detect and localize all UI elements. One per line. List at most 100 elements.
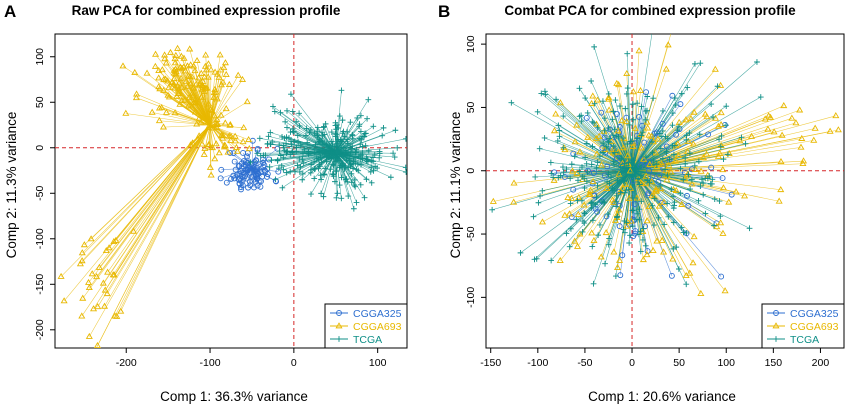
tcga-point — [697, 183, 704, 189]
panel-a-y-ticks: -200 -150 -100 -50 0 50 100 — [34, 48, 55, 340]
cgga693-point — [642, 172, 650, 179]
tcga-point — [391, 154, 398, 160]
tcga-point — [274, 157, 281, 163]
cgga693-point — [166, 48, 175, 55]
cgga693-point — [736, 137, 744, 144]
tcga-point — [534, 108, 541, 115]
cgga693-point — [110, 237, 118, 244]
cgga325-point — [668, 272, 675, 279]
tcga-point — [598, 199, 605, 205]
cgga693-point — [629, 88, 637, 95]
tcga-point — [593, 194, 600, 200]
cgga693-point — [221, 59, 229, 66]
tcga-point — [283, 169, 290, 176]
tcga-segment — [631, 110, 664, 171]
tcga-point — [403, 135, 407, 142]
tcga-point — [660, 155, 666, 162]
tcga-point — [624, 141, 631, 147]
tcga-segment — [631, 138, 638, 171]
cgga693-point — [669, 255, 677, 262]
cgga693-point — [160, 76, 168, 83]
y-tick-label: 50 — [34, 96, 46, 108]
tcga-point — [390, 150, 396, 157]
cgga325-point — [718, 273, 725, 280]
tcga-segment — [335, 138, 406, 153]
tcga-point — [718, 133, 725, 139]
tcga-point — [697, 60, 704, 67]
cgga693-point — [643, 217, 651, 224]
cgga325-point — [231, 158, 238, 165]
tcga-segment — [323, 152, 337, 197]
tcga-point — [644, 93, 651, 100]
tcga-point — [314, 124, 321, 131]
tcga-point — [584, 178, 590, 185]
cgga325-point — [246, 178, 253, 185]
tcga-point — [635, 175, 641, 182]
tcga-point — [646, 179, 653, 186]
cgga325-point — [249, 137, 256, 144]
tcga-point — [700, 180, 707, 187]
tcga-point — [612, 149, 618, 156]
cgga693-point — [605, 95, 613, 102]
tcga-point — [357, 181, 364, 188]
tcga-point — [311, 149, 318, 156]
tcga-point — [314, 132, 321, 139]
tcga-point — [661, 221, 668, 228]
panel-a-x-axis-label: Comp 1: 36.3% variance — [160, 389, 308, 404]
cgga693-point — [85, 332, 93, 339]
cgga693-point — [623, 222, 631, 229]
tcga-point — [351, 177, 358, 183]
cgga693-point — [711, 65, 719, 72]
cgga693-point — [175, 79, 183, 86]
cgga693-point — [200, 150, 208, 157]
cgga693-point — [629, 142, 637, 149]
cgga693-point — [158, 104, 166, 111]
cgga693-point — [198, 81, 206, 88]
cgga693-point — [605, 93, 613, 100]
tcga-point — [651, 195, 658, 202]
cgga325-point — [655, 178, 662, 185]
tcga-point — [699, 176, 705, 183]
cgga693-point — [95, 263, 103, 270]
tcga-segment — [335, 152, 380, 159]
cgga693-point — [636, 86, 645, 94]
y-tick-label: -100 — [34, 228, 46, 249]
tcga-point — [308, 191, 314, 197]
tcga-point — [588, 78, 594, 84]
cgga693-point — [780, 101, 788, 109]
cgga693-point — [240, 124, 248, 131]
tcga-segment — [292, 128, 336, 153]
tcga-point — [374, 165, 380, 171]
tcga-point — [581, 220, 588, 226]
tcga-point — [650, 157, 657, 164]
tcga-point — [279, 184, 286, 191]
tcga-point — [621, 165, 627, 172]
tcga-point — [581, 175, 588, 182]
tcga-point — [589, 143, 596, 150]
cgga325-point — [238, 184, 244, 191]
cgga693-point — [88, 270, 96, 277]
tcga-point — [617, 103, 623, 109]
tcga-point — [610, 187, 616, 194]
tcga-point — [678, 224, 685, 231]
cgga693-point — [717, 81, 725, 88]
tcga-point — [654, 0, 660, 1]
cgga325-point — [616, 188, 623, 195]
tcga-point — [669, 142, 676, 149]
cgga693-segment — [209, 75, 239, 126]
tcga-point — [280, 144, 287, 151]
cgga693-segment — [631, 170, 658, 242]
x-tick-label: -100 — [200, 357, 221, 369]
panel-b-title: Combat PCA for combined expression profi… — [504, 3, 796, 18]
cgga325-point — [601, 172, 608, 179]
cgga693-segment — [152, 112, 211, 126]
tcga-point — [341, 144, 347, 151]
cgga325-point — [238, 160, 245, 167]
tcga-point — [757, 94, 764, 100]
cgga693-point — [210, 112, 218, 119]
cgga325-point — [656, 172, 663, 179]
cgga693-point — [168, 79, 176, 86]
cgga325-point — [570, 186, 577, 193]
tcga-point — [588, 161, 595, 168]
tcga-segment — [597, 170, 633, 187]
